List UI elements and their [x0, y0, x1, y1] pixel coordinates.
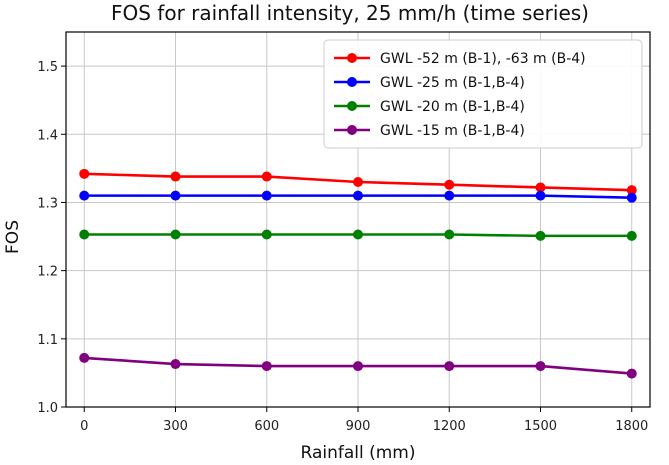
legend-box — [323, 39, 643, 149]
x-tick-label: 600 — [254, 419, 279, 434]
x-axis-ticks: 0 300 600 900 1200 1500 1800 — [80, 407, 648, 434]
x-tick-label: 900 — [346, 419, 371, 434]
data-point — [444, 229, 455, 240]
data-point — [79, 352, 90, 363]
data-point — [79, 190, 90, 201]
legend-label: GWL -52 m (B-1), -63 m (B-4) — [380, 51, 586, 67]
y-axis-ticks: 1.0 1.1 1.2 1.3 1.4 1.5 — [37, 60, 66, 416]
y-tick-label: 1.3 — [37, 196, 58, 211]
y-axis-label: FOS — [3, 220, 23, 254]
data-point — [626, 192, 637, 203]
y-tick-label: 1.4 — [37, 128, 58, 143]
data-point — [170, 229, 181, 240]
data-point — [261, 171, 272, 182]
data-point — [79, 168, 90, 179]
y-tick-label: 1.0 — [37, 401, 58, 416]
x-axis-label: Rainfall (mm) — [301, 443, 416, 463]
data-point — [535, 190, 546, 201]
legend-label: GWL -20 m (B-1,B-4) — [380, 99, 525, 115]
x-tick-label: 1200 — [433, 419, 466, 434]
x-tick-label: 1800 — [615, 419, 648, 434]
data-point — [535, 182, 546, 193]
data-point — [444, 190, 455, 201]
data-point — [626, 230, 637, 241]
data-point — [535, 230, 546, 241]
series-group — [79, 168, 637, 196]
y-tick-label: 1.5 — [37, 60, 58, 75]
legend-marker — [347, 77, 357, 87]
legend: GWL -52 m (B-1), -63 m (B-4) GWL -25 m (B… — [323, 39, 643, 149]
x-tick-label: 300 — [163, 419, 188, 434]
legend-marker — [347, 101, 357, 111]
data-point — [261, 361, 272, 372]
data-point — [353, 361, 363, 372]
data-point — [626, 185, 637, 196]
data-point — [170, 359, 181, 370]
data-point — [444, 361, 455, 372]
x-tick-label: 0 — [80, 419, 88, 434]
series-group — [79, 352, 637, 379]
series-lines — [79, 168, 637, 379]
legend-marker — [347, 53, 357, 63]
data-point — [261, 229, 272, 240]
chart-title: FOS for rainfall intensity, 25 mm/h (tim… — [111, 1, 589, 25]
data-point — [353, 190, 363, 201]
x-tick-label: 1500 — [524, 419, 557, 434]
data-point — [79, 229, 90, 240]
legend-marker — [347, 125, 357, 135]
legend-label: GWL -15 m (B-1,B-4) — [380, 123, 525, 139]
data-point — [535, 361, 546, 372]
data-point — [353, 229, 363, 240]
y-tick-label: 1.2 — [37, 265, 58, 280]
data-point — [170, 171, 181, 182]
series-group — [79, 190, 637, 203]
y-tick-label: 1.1 — [37, 333, 58, 348]
data-point — [444, 179, 455, 190]
data-point — [353, 177, 363, 187]
legend-label: GWL -25 m (B-1,B-4) — [380, 75, 525, 91]
data-point — [170, 190, 181, 201]
data-point — [261, 190, 272, 201]
data-point — [626, 368, 637, 379]
series-group — [79, 229, 637, 241]
